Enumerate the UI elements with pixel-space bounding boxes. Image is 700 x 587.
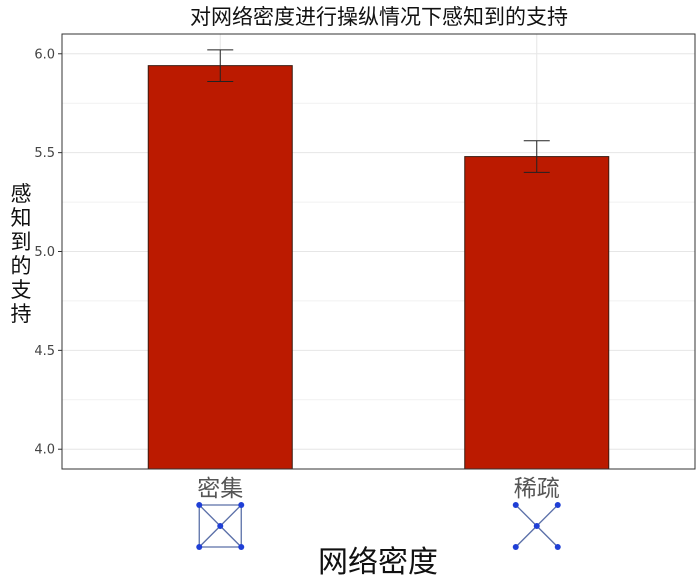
- y-tick-label: 5.5: [34, 146, 55, 161]
- network-node: [217, 523, 224, 529]
- x-axis-categories: 密集 稀疏: [197, 476, 560, 502]
- y-axis-title-text: 感知到的支持: [11, 182, 32, 326]
- network-edge: [219, 525, 242, 548]
- network-node: [512, 502, 519, 508]
- sparse-network-icon: [512, 502, 561, 550]
- network-node: [512, 544, 519, 550]
- network-edge: [515, 504, 538, 527]
- y-tick-label: 6.0: [34, 47, 55, 62]
- chart-title: 对网络密度进行操纵情况下感知到的支持: [190, 5, 568, 29]
- x-tick-label: 稀疏: [514, 476, 560, 502]
- network-edge: [515, 525, 538, 548]
- bars: [147, 65, 610, 470]
- x-axis-title: 网络密度: [318, 545, 438, 580]
- network-edge: [536, 504, 559, 527]
- network-node: [533, 523, 540, 529]
- network-node: [554, 544, 561, 550]
- error-bar: [207, 49, 234, 82]
- category-icons: [196, 502, 561, 550]
- network-node: [238, 502, 245, 508]
- error-bar: [523, 140, 550, 173]
- y-tick-label: 5.0: [34, 245, 55, 260]
- network-node: [554, 502, 561, 508]
- bar-密集: [147, 65, 293, 470]
- y-tick-label: 4.5: [34, 344, 55, 359]
- network-node: [196, 544, 203, 550]
- network-node: [196, 502, 203, 508]
- network-node: [238, 544, 245, 550]
- plot-panel: [61, 33, 696, 470]
- network-edge: [219, 504, 242, 527]
- dense-network-icon: [196, 502, 245, 550]
- y-axis-ticks: 4.0 4.5 5.0 5.5 6.0: [34, 47, 62, 458]
- error-bars: [207, 49, 550, 173]
- y-axis-title: 感知到的支持: [11, 182, 32, 326]
- bar-稀疏: [464, 156, 610, 470]
- network-edge: [198, 525, 221, 548]
- x-tick-label: 密集: [197, 476, 243, 502]
- y-tick-label: 4.0: [34, 443, 55, 458]
- network-edge: [198, 504, 221, 527]
- network-edge: [536, 525, 559, 548]
